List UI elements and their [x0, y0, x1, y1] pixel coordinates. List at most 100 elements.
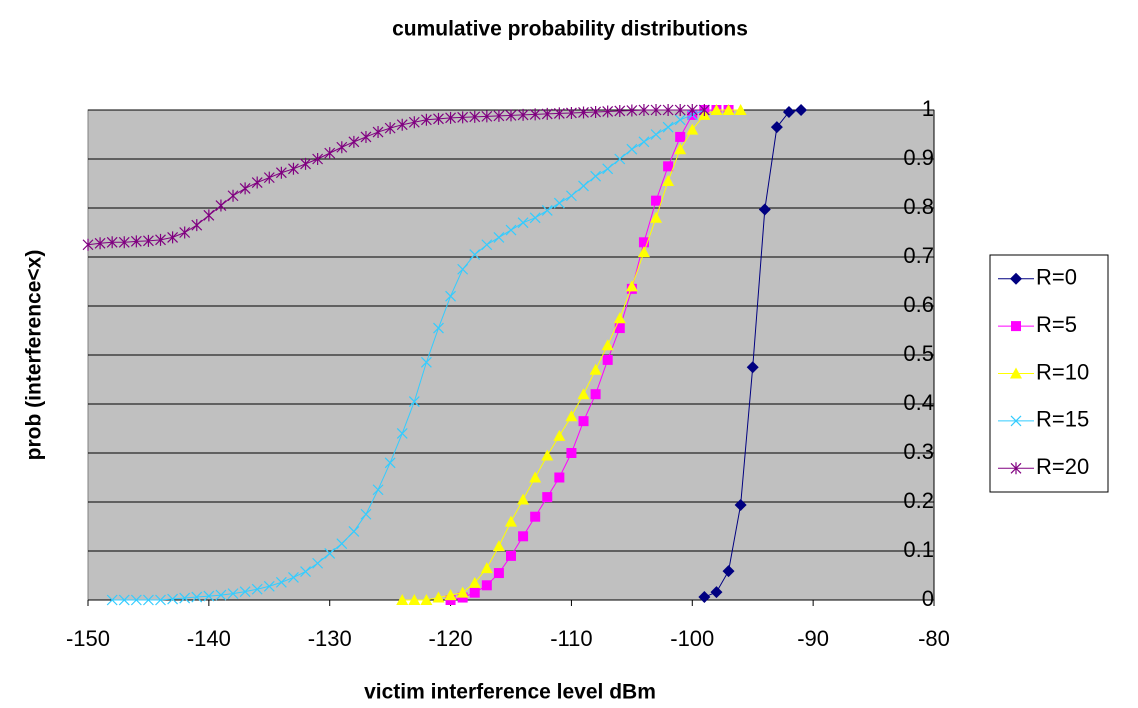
marker [396, 118, 408, 131]
legend-label: R=20 [1036, 454, 1089, 479]
series-line [87, 109, 705, 246]
marker [638, 136, 650, 148]
marker [420, 113, 432, 126]
y-tick-label: 0.7 [903, 243, 934, 268]
marker [444, 589, 457, 601]
marker [1011, 321, 1021, 332]
marker [493, 231, 505, 243]
marker [203, 590, 215, 602]
marker [1010, 462, 1022, 475]
marker [589, 363, 602, 375]
marker [529, 108, 541, 121]
marker [625, 280, 638, 292]
marker [674, 143, 687, 155]
legend-label: R=15 [1036, 407, 1089, 432]
marker [674, 104, 686, 116]
marker [734, 498, 747, 511]
marker [106, 594, 118, 606]
marker [251, 176, 263, 189]
marker [578, 180, 589, 192]
y-tick-label: 0.3 [903, 439, 934, 464]
marker [674, 114, 686, 126]
marker [553, 429, 566, 441]
marker [590, 170, 602, 182]
marker [566, 106, 577, 119]
marker [420, 594, 433, 605]
marker [710, 586, 723, 599]
marker [432, 591, 445, 603]
marker [1010, 415, 1022, 427]
marker [578, 106, 589, 119]
marker [143, 594, 154, 606]
marker [130, 235, 142, 248]
marker [662, 104, 674, 116]
marker [480, 562, 493, 574]
marker [734, 104, 747, 115]
y-axis-label: prob (interference<x) [23, 250, 46, 461]
marker [601, 339, 614, 351]
y-tick-label: 0.8 [903, 194, 934, 219]
marker [360, 508, 372, 520]
marker [758, 203, 771, 216]
x-tick-label: -100 [670, 626, 714, 651]
y-tick-label: 0.6 [903, 292, 934, 317]
marker [118, 236, 130, 249]
marker [396, 427, 408, 439]
y-tick-label: 0.1 [903, 537, 934, 562]
marker [492, 540, 505, 552]
marker [650, 211, 663, 223]
x-tick-label: -150 [66, 626, 110, 651]
marker [408, 594, 421, 605]
x-tick-label: -80 [918, 626, 950, 651]
marker [650, 129, 662, 140]
x-tick-label: -90 [797, 626, 829, 651]
marker [215, 199, 227, 212]
marker [155, 594, 166, 606]
marker [239, 182, 251, 195]
marker [167, 593, 179, 605]
marker [638, 104, 650, 116]
marker [602, 163, 614, 175]
marker [469, 249, 481, 260]
marker [396, 594, 409, 605]
marker [590, 105, 602, 118]
marker [566, 448, 577, 458]
marker [541, 107, 553, 120]
marker [493, 109, 505, 122]
marker [651, 195, 662, 206]
x-axis-label: victim interference level dBm [364, 681, 656, 704]
marker [227, 189, 239, 202]
marker [638, 237, 649, 248]
marker [239, 586, 251, 598]
marker [372, 126, 384, 139]
marker [782, 105, 795, 118]
marker [384, 457, 396, 469]
marker [698, 591, 711, 604]
x-tick-label: -130 [308, 626, 352, 651]
marker [554, 472, 565, 483]
marker [179, 226, 191, 239]
marker [505, 109, 517, 122]
marker [106, 236, 118, 249]
marker [203, 209, 215, 222]
marker [517, 217, 529, 229]
marker [360, 130, 372, 143]
marker [614, 323, 625, 334]
marker [433, 322, 444, 334]
marker [251, 583, 263, 595]
marker [288, 162, 299, 175]
marker [312, 153, 324, 165]
marker [408, 116, 420, 129]
marker [542, 492, 553, 503]
marker [565, 410, 578, 422]
marker [505, 515, 517, 527]
marker [613, 312, 626, 324]
marker [457, 263, 469, 275]
marker [722, 104, 735, 115]
marker [288, 572, 299, 583]
marker [275, 166, 287, 179]
marker [662, 121, 674, 133]
x-tick-label: -110 [550, 626, 592, 651]
marker [215, 589, 227, 601]
